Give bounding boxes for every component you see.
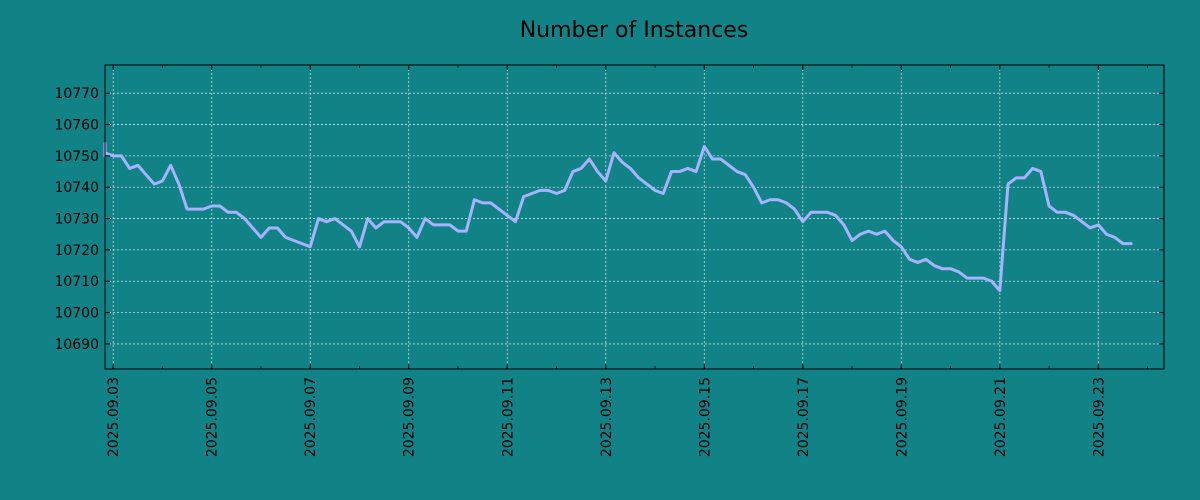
x-tick-label: 2025.09.15 — [697, 377, 713, 457]
x-tick-label: 2025.09.21 — [993, 377, 1009, 457]
series-layer — [103, 141, 1133, 293]
plot-frame — [104, 64, 1165, 370]
grid — [105, 65, 1164, 369]
x-tick-label: 2025.09.19 — [894, 377, 910, 457]
y-tick-label: 10770 — [54, 86, 99, 102]
x-tick-label: 2025.09.03 — [106, 377, 122, 457]
x-tick-label: 2025.09.17 — [796, 377, 812, 457]
y-tick-label: 10740 — [54, 180, 99, 196]
x-tick-label: 2025.09.23 — [1091, 377, 1107, 457]
y-tick-label: 10730 — [54, 212, 99, 228]
x-tick-label: 2025.09.11 — [500, 377, 516, 457]
y-tick-label: 10720 — [54, 243, 99, 259]
x-tick-label: 2025.09.09 — [402, 377, 418, 457]
x-tick-label: 2025.09.05 — [205, 377, 221, 457]
y-tick-label: 10690 — [54, 337, 99, 353]
x-tick-label: 2025.09.07 — [303, 377, 319, 457]
chart-title: Number of Instances — [520, 18, 749, 43]
series-line — [103, 141, 1133, 293]
axis-ticks: 10690 10700 10710 10720 10730 10740 10750 10760… — [54, 65, 1164, 457]
x-tick-label: 2025.09.13 — [599, 377, 615, 457]
y-tick-label: 10760 — [54, 118, 99, 134]
y-tick-label: 10700 — [54, 306, 99, 322]
y-tick-label: 10750 — [54, 149, 99, 165]
y-tick-label: 10710 — [54, 274, 99, 290]
